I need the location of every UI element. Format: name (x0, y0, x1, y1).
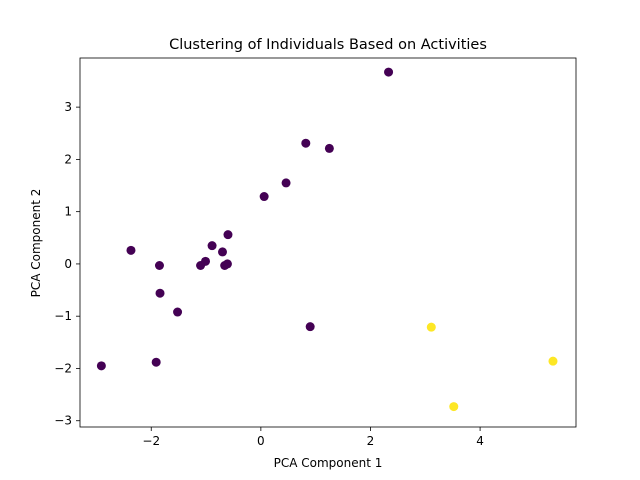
data-point (151, 357, 161, 367)
data-point (126, 245, 136, 255)
data-point (301, 138, 311, 148)
data-point (548, 356, 558, 366)
y-tick-label: −2 (54, 361, 72, 375)
x-tick-label: 0 (257, 434, 265, 448)
x-axis: −2 0 2 4 (142, 427, 484, 448)
data-point (305, 322, 315, 332)
x-tick-label: 2 (367, 434, 375, 448)
data-point (223, 230, 233, 240)
y-tick-label: 0 (64, 257, 72, 271)
data-point (154, 260, 164, 270)
y-tick-label: 3 (64, 100, 72, 114)
chart-title: Clustering of Individuals Based on Activ… (169, 37, 487, 53)
data-point (324, 143, 334, 153)
y-tick-label: −3 (54, 414, 72, 428)
data-point (449, 402, 459, 412)
y-axis-label: PCA Component 2 (29, 189, 43, 298)
plot-area (79, 57, 577, 428)
data-point (281, 178, 291, 188)
data-point (173, 307, 183, 317)
data-point (259, 192, 269, 202)
x-axis-label: PCA Component 1 (274, 456, 383, 470)
x-tick-label: 4 (476, 434, 484, 448)
y-tick-label: 1 (64, 205, 72, 219)
data-point (222, 259, 232, 269)
data-point (155, 288, 165, 298)
data-point (207, 241, 217, 251)
plot-frame (79, 57, 577, 428)
x-tick-label: −2 (142, 434, 160, 448)
y-axis: −3 −2 −1 0 1 2 3 (54, 100, 80, 428)
data-point (196, 260, 206, 270)
data-point (426, 322, 436, 332)
data-point (384, 67, 394, 77)
y-tick-label: −1 (54, 309, 72, 323)
data-point (217, 247, 227, 257)
y-tick-label: 2 (64, 152, 72, 166)
data-point (96, 361, 106, 371)
data-points (96, 67, 558, 412)
